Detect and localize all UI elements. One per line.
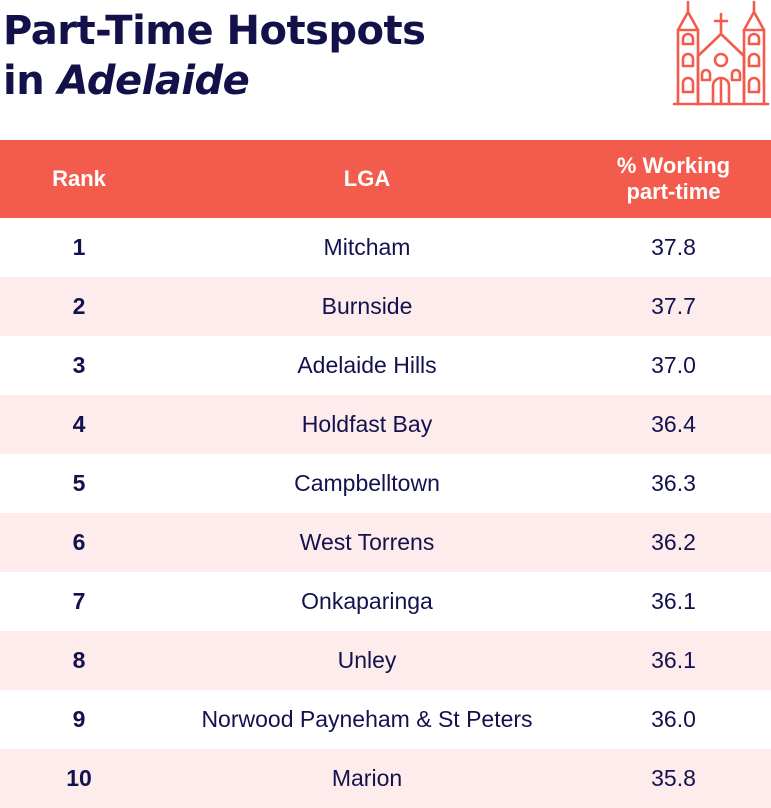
- church-icon: [672, 0, 770, 106]
- table-header-row: Rank LGA % Working part-time: [0, 140, 771, 218]
- column-header-pct: % Working part-time: [576, 153, 771, 205]
- table-row: 9 Norwood Payneham & St Peters 36.0: [0, 690, 771, 749]
- rank-cell: 1: [72, 234, 86, 260]
- lga-cell: Onkaparinga: [301, 588, 433, 614]
- title-city: Adelaide: [57, 58, 250, 104]
- rank-cell: 4: [72, 411, 86, 437]
- title-line-2-prefix: in: [3, 58, 58, 104]
- rank-cell: 9: [72, 706, 86, 732]
- pct-cell: 36.4: [651, 411, 696, 437]
- table-row: 10 Marion 35.8: [0, 749, 771, 808]
- lga-cell: Burnside: [321, 293, 413, 319]
- rank-cell: 6: [72, 529, 86, 555]
- rank-cell: 3: [72, 352, 86, 378]
- table-row: 1 Mitcham 37.8: [0, 218, 771, 277]
- column-header-rank: Rank: [52, 166, 106, 191]
- table-row: 6 West Torrens 36.2: [0, 513, 771, 572]
- table-row: 8 Unley 36.1: [0, 631, 771, 690]
- lga-cell: Marion: [331, 765, 403, 791]
- pct-cell: 36.0: [651, 706, 696, 732]
- rank-cell: 10: [66, 765, 92, 791]
- rank-cell: 5: [72, 470, 86, 496]
- pct-cell: 37.7: [651, 293, 696, 319]
- pct-cell: 36.1: [651, 588, 696, 614]
- hotspots-table: Rank LGA % Working part-time 1 Mitcham 37.…: [0, 140, 771, 808]
- pct-cell: 36.2: [651, 529, 696, 555]
- column-header-lga: LGA: [343, 166, 391, 191]
- column-header-pct-line-1: % Working: [616, 153, 731, 178]
- lga-cell: Holdfast Bay: [301, 411, 433, 437]
- table-row: 7 Onkaparinga 36.1: [0, 572, 771, 631]
- table-row: 3 Adelaide Hills 37.0: [0, 336, 771, 395]
- page-title: Part-Time Hotspots in Adelaide: [3, 6, 426, 106]
- pct-cell: 36.1: [651, 647, 696, 673]
- table-row: 4 Holdfast Bay 36.4: [0, 395, 771, 454]
- pct-cell: 36.3: [651, 470, 696, 496]
- lga-cell: Mitcham: [323, 234, 411, 260]
- column-header-pct-line-2: part-time: [626, 179, 721, 204]
- table-body: 1 Mitcham 37.8 2 Burnside 37.7 3 Adelaide Hills…: [0, 218, 771, 808]
- table-row: 5 Campbelltown 36.3: [0, 454, 771, 513]
- lga-cell: Unley: [337, 647, 397, 673]
- rank-cell: 7: [72, 588, 86, 614]
- lga-cell: West Torrens: [299, 529, 435, 555]
- table-row: 2 Burnside 37.7: [0, 277, 771, 336]
- pct-cell: 37.8: [651, 234, 696, 260]
- rank-cell: 2: [72, 293, 86, 319]
- lga-cell: Norwood Payneham & St Peters: [201, 706, 533, 732]
- title-line-2: in Adelaide: [3, 56, 425, 106]
- pct-cell: 37.0: [651, 352, 696, 378]
- rank-cell: 8: [72, 647, 86, 673]
- pct-cell: 35.8: [651, 765, 696, 791]
- lga-cell: Campbelltown: [294, 470, 440, 496]
- title-line-1: Part-Time Hotspots: [3, 8, 426, 54]
- lga-cell: Adelaide Hills: [297, 352, 437, 378]
